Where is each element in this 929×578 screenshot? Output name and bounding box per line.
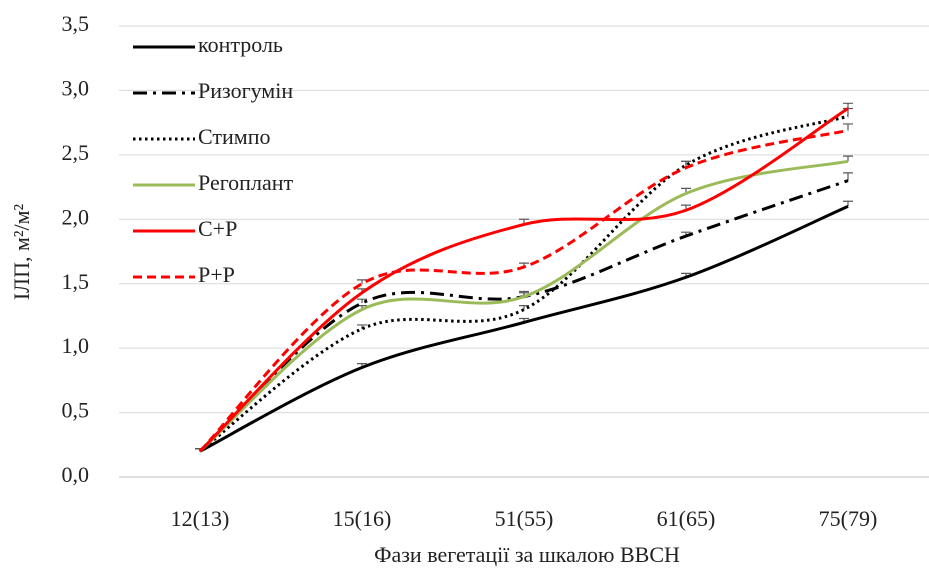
x-tick-label: 75(79) [819,506,878,531]
error-bar [843,123,853,131]
series-line [198,128,849,453]
error-bar [843,102,853,109]
series-line [198,107,849,453]
y-tick-label: 3,5 [62,11,90,36]
x-tick-label: 61(65) [657,506,716,531]
error-bar [843,155,853,162]
x-axis-title: Фази вегетації за шкалою BBCH [374,542,680,567]
x-tick-label: 51(55) [495,506,554,531]
error-bar [357,279,367,284]
legend-label: Ризогумін [198,78,293,103]
y-axis-title: ІЛП, м²/м² [9,203,34,300]
y-tick-label: 1,0 [62,333,90,358]
error-bar [519,305,529,310]
legend-label: Стимпо [198,124,270,149]
series-line [199,159,849,453]
x-tick-label: 15(16) [333,506,392,531]
legend-label: Р+Р [198,262,235,287]
legend-label: Регоплант [198,170,293,195]
y-tick-label: 0,0 [62,462,90,487]
y-tick-label: 1,5 [62,269,90,294]
series-line [199,114,849,453]
series-line [199,205,849,453]
x-tick-label: 12(13) [171,506,230,531]
error-bar [357,298,367,304]
y-tick-label: 0,5 [62,398,90,423]
error-bar [843,200,853,207]
legend-label: С+Р [198,216,237,241]
error-bar [843,172,853,181]
error-bar [357,324,367,329]
y-tick-label: 3,0 [62,75,90,100]
legend-label: контроль [198,32,283,57]
y-tick-label: 2,0 [62,204,90,229]
y-tick-label: 2,5 [62,140,90,165]
